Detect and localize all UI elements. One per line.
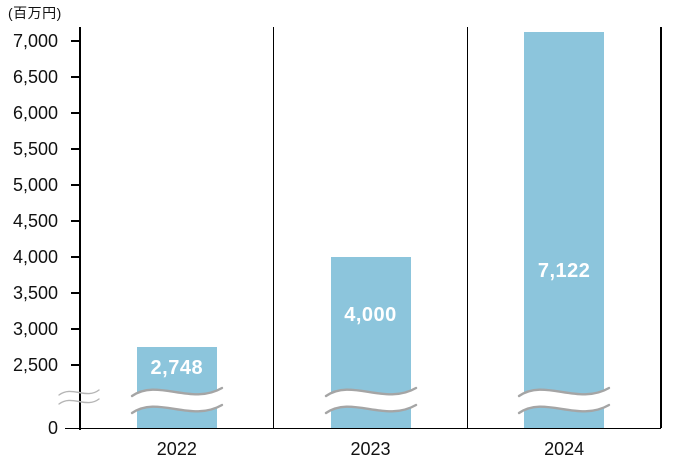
y-tick-label: 7,000 [12, 31, 58, 51]
bar-axis-break-wave-icon [130, 379, 224, 425]
y-axis-break-icon [58, 384, 100, 410]
y-axis-line [79, 27, 81, 430]
y-tick-label: 3,000 [12, 319, 58, 339]
y-tick-mark [71, 184, 80, 186]
y-tick-label: 5,000 [12, 175, 58, 195]
y-tick-mark [71, 256, 80, 258]
y-tick-label: 2,500 [12, 355, 58, 375]
x-category-label: 2023 [350, 439, 391, 459]
column-separator-line [272, 27, 275, 428]
bar [524, 32, 605, 428]
y-tick-label: 6,500 [12, 67, 58, 87]
y-tick-mark [71, 364, 80, 366]
y-tick-label: 4,500 [12, 211, 58, 231]
y-axis-unit-label: (百万円) [8, 5, 62, 21]
y-tick-mark [71, 220, 80, 222]
x-axis-line [65, 427, 661, 430]
y-tick-mark [71, 112, 80, 114]
bar [136, 347, 217, 428]
y-tick-label: 0 [47, 418, 58, 438]
x-category-label: 2024 [544, 439, 585, 459]
column-separator-line [660, 27, 662, 428]
y-tick-label: 4,000 [12, 247, 58, 267]
y-tick-mark [71, 292, 80, 294]
y-tick-mark [71, 148, 80, 150]
y-tick-mark [71, 76, 80, 78]
y-tick-mark [71, 40, 80, 42]
bar-axis-break-wave-icon [517, 379, 611, 425]
bar-value-label: 4,000 [344, 304, 397, 326]
y-tick-label: 5,500 [12, 139, 58, 159]
y-tick-label: 3,500 [12, 283, 58, 303]
bar-value-label: 2,748 [150, 357, 204, 379]
column-separator-line [466, 27, 469, 428]
x-category-label: 2022 [156, 439, 197, 459]
y-tick-label: 6,000 [12, 103, 58, 123]
bar-value-label: 7,122 [537, 260, 591, 282]
y-tick-mark [71, 328, 80, 330]
bar-axis-break-wave-icon [324, 379, 417, 425]
